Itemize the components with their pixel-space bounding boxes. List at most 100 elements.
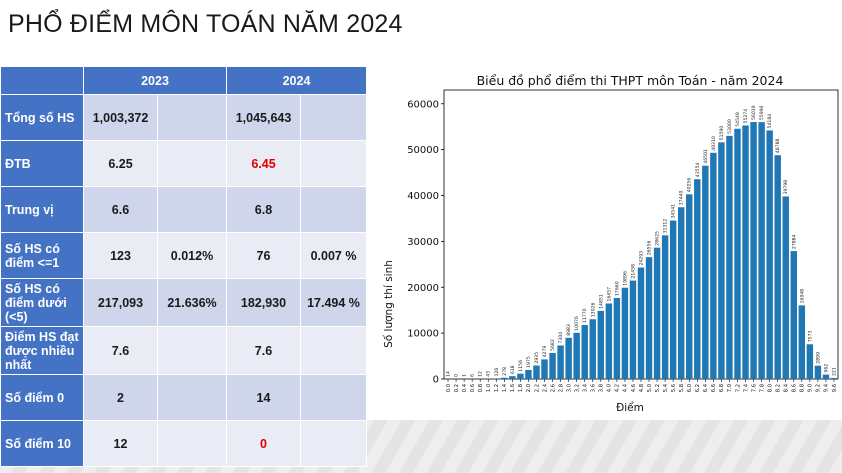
x-tick-label: 2.6 — [550, 384, 556, 392]
bar-value-label: 7573 — [807, 330, 813, 342]
x-tick-label: 8.8 — [800, 384, 806, 392]
bar-value-label: 13026 — [590, 303, 596, 318]
score-distribution-chart: Biểu đồ phổ điểm thi THPT môn Toán - năm… — [383, 73, 839, 414]
x-tick-label: 0.0 — [446, 384, 452, 392]
row-label: Tổng số HS — [0, 94, 84, 141]
bar-value-label: 221 — [831, 367, 837, 376]
bar-value-label: 48788 — [775, 139, 781, 154]
bar-value-label: 12 — [478, 371, 484, 377]
bar — [758, 122, 765, 379]
value-2024: 6.45 — [226, 140, 301, 187]
bar-value-label: 46501 — [703, 149, 709, 164]
x-tick-label: 4.8 — [639, 384, 645, 392]
bar — [493, 378, 500, 379]
bar — [533, 365, 540, 379]
x-tick-label: 3.8 — [599, 384, 605, 392]
bar-value-label: 54184 — [767, 114, 773, 129]
x-tick-label: 9.6 — [832, 384, 838, 392]
bar-value-label: 56019 — [751, 105, 757, 120]
bar-value-label: 51590 — [719, 126, 725, 141]
bar — [686, 194, 693, 379]
table-row: ĐTB 6.25 6.45 — [0, 140, 367, 187]
bar-value-label: 55274 — [743, 109, 749, 124]
x-tick-label: 9.0 — [808, 384, 814, 392]
x-tick-label: 7.6 — [751, 384, 757, 392]
row-label: ĐTB — [0, 140, 84, 187]
bar — [565, 337, 572, 379]
percent-2024 — [300, 140, 367, 187]
row-label: Số điểm 0 — [0, 374, 84, 421]
percent-2023: 21.636% — [157, 278, 227, 327]
x-tick-label: 2.8 — [558, 384, 564, 392]
x-tick-label: 5.6 — [671, 384, 677, 392]
x-tick-label: 6.4 — [703, 383, 709, 392]
bar-value-label: 14 — [446, 371, 452, 377]
x-tick-label: 4.2 — [615, 384, 621, 392]
bar — [790, 251, 797, 379]
bar-value-label: 55990 — [759, 105, 765, 120]
bar-value-label: 43 — [486, 371, 492, 377]
bar — [822, 374, 830, 379]
bar-value-label: 24293 — [639, 251, 645, 266]
bar — [557, 345, 564, 379]
row-label: Điểm HS đạt được nhiều nhất — [0, 326, 84, 375]
bar-value-label: 27884 — [791, 234, 797, 249]
bar — [629, 280, 637, 379]
x-tick-label: 6.8 — [719, 384, 725, 392]
bar — [605, 303, 613, 379]
y-tick-label: 20000 — [407, 283, 439, 294]
bar-value-label: 1975 — [526, 356, 532, 368]
bar-value-label: 8983 — [566, 324, 572, 336]
table-row: Điểm HS đạt được nhiều nhất 7.6 7.6 — [0, 326, 367, 375]
bar — [509, 376, 516, 379]
chart-x-label: Điểm — [616, 401, 644, 414]
percent-2023 — [157, 140, 227, 187]
x-tick-label: 3.6 — [591, 384, 597, 392]
x-tick-label: 7.2 — [735, 384, 741, 392]
x-tick-label: 4.0 — [607, 384, 613, 392]
header-2023: 2023 — [83, 66, 227, 95]
x-tick-label: 7.0 — [727, 384, 733, 392]
row-label: Số HS có điểm <=1 — [0, 232, 84, 279]
x-tick-label: 7.4 — [743, 383, 749, 392]
percent-2023 — [157, 326, 227, 375]
chart-bars — [444, 122, 838, 379]
bar-value-label: 31312 — [663, 219, 669, 234]
value-2024: 14 — [226, 374, 301, 421]
percent-2024 — [300, 420, 367, 467]
table-row: Số HS có điểm <=1 123 0.012% 76 0.007 % — [0, 232, 367, 279]
chart-title: Biểu đồ phổ điểm thi THPT môn Toán - năm… — [477, 73, 784, 88]
bar-value-label: 37440 — [679, 191, 685, 206]
bar — [581, 325, 588, 379]
stats-table: 2023 2024 Tổng số HS 1,003,372 1,045,643… — [0, 66, 367, 467]
table-row: Trung vị 6.6 6.8 — [0, 186, 367, 233]
x-tick-label: 2.4 — [542, 383, 548, 392]
x-tick-label: 4.4 — [623, 383, 629, 392]
value-2023: 6.6 — [83, 186, 158, 233]
value-2024: 7.6 — [226, 326, 301, 375]
x-tick-label: 8.4 — [784, 383, 790, 392]
table-row: Tổng số HS 1,003,372 1,045,643 — [0, 94, 367, 141]
chart-bar-labels: 14 0 1 6 12 43 126 278 618 1156 1975 29354279568273… — [446, 105, 838, 377]
y-tick-label: 60000 — [407, 99, 439, 110]
bar-value-label: 4279 — [542, 346, 548, 358]
bar — [613, 297, 621, 379]
table-header-row: 2023 2024 — [0, 66, 367, 95]
chart-y-label: Số lượng thí sinh — [383, 260, 395, 348]
percent-2024 — [300, 326, 367, 375]
bar — [726, 135, 733, 379]
table-row: Số điểm 0 2 14 — [0, 374, 367, 421]
x-tick-label: 8.2 — [775, 384, 781, 392]
bar-value-label: 34541 — [671, 204, 677, 219]
row-label: Số điểm 10 — [0, 420, 84, 467]
bar — [702, 165, 709, 379]
bar-value-label: 6 — [470, 374, 476, 377]
bar — [525, 369, 532, 379]
x-tick-label: 5.2 — [655, 384, 661, 392]
bar — [589, 319, 596, 379]
value-2024: 182,930 — [226, 278, 301, 327]
bar-value-label: 16048 — [799, 289, 805, 304]
bar — [549, 352, 556, 379]
x-tick-label: 1.8 — [518, 384, 524, 392]
bar — [710, 152, 717, 379]
